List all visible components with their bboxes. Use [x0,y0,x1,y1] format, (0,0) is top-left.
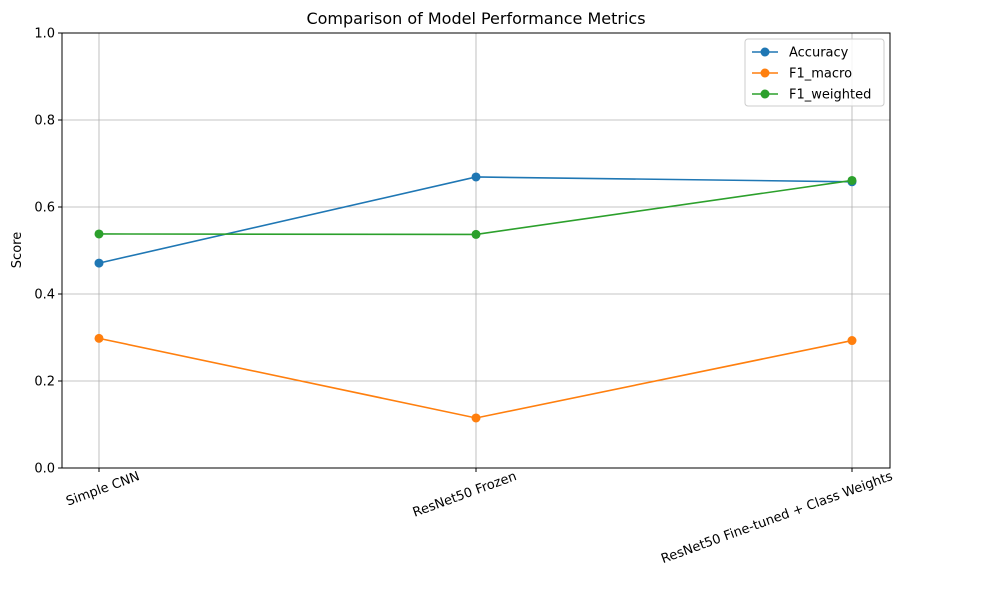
y-axis-ticks: 0.0 0.2 0.4 0.6 0.8 1.0 [34,27,62,477]
data-point-f1_weighted [94,229,104,239]
y-tick-label: 0.4 [34,288,55,303]
data-point-accuracy [471,172,481,182]
data-point-f1_macro [847,336,857,346]
y-tick-label: 0.8 [34,114,55,129]
legend: Accuracy F1_macro F1_weighted [744,38,885,107]
y-axis-label: Score [10,232,25,268]
legend-box [744,38,885,107]
data-point-f1_weighted [471,229,481,239]
legend-entry: F1_macro [789,67,852,82]
data-point-f1_weighted [847,175,857,185]
data-point-f1_macro [471,413,481,423]
data-point-f1_macro [94,333,104,343]
legend-entry: F1_weighted [789,88,871,103]
y-tick-label: 0.0 [34,462,55,477]
legend-entry: Accuracy [789,46,849,61]
data-point-accuracy [94,258,104,268]
y-tick-label: 1.0 [34,27,55,42]
y-tick-label: 0.6 [34,201,55,216]
legend-swatch-marker [760,89,770,99]
legend-swatch-marker [760,68,770,78]
chart-title: Comparison of Model Performance Metrics [306,9,645,28]
series-group [94,172,857,423]
y-tick-label: 0.2 [34,375,55,390]
legend-swatch-marker [760,47,770,57]
